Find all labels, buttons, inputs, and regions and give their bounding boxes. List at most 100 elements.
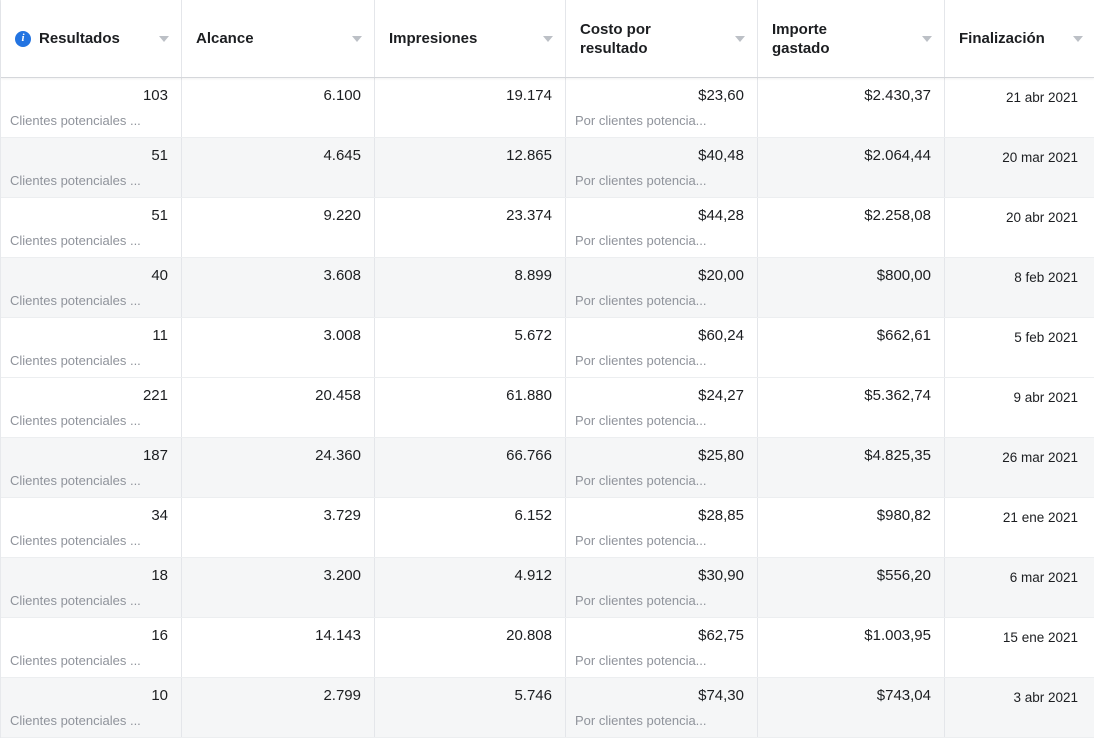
reach-value: 3.200: [323, 567, 361, 584]
cell-results: 51 Clientes potenciales ...: [1, 138, 182, 197]
table-row: 51 Clientes potenciales ... 9.220 23.374 $44…: [1, 198, 1094, 258]
cell-reach: 6.100: [182, 78, 375, 137]
column-header-label: Importe gastado: [772, 20, 830, 57]
cell-end_date: 21 ene 2021: [945, 498, 1094, 557]
column-header-amount_spent[interactable]: Importe gastado: [758, 0, 945, 77]
results-value: 34: [151, 507, 168, 524]
cell-end_date: 9 abr 2021: [945, 378, 1094, 437]
cell-impressions: 66.766: [375, 438, 566, 497]
cost_per_result-sublabel: Por clientes potencia...: [575, 173, 707, 188]
cell-cost_per_result: $74,30 Por clientes potencia...: [566, 678, 758, 737]
cell-impressions: 20.808: [375, 618, 566, 677]
cost_per_result-value: $40,48: [698, 147, 744, 164]
cell-reach: 3.008: [182, 318, 375, 377]
cell-impressions: 61.880: [375, 378, 566, 437]
cell-cost_per_result: $25,80 Por clientes potencia...: [566, 438, 758, 497]
cell-end_date: 6 mar 2021: [945, 558, 1094, 617]
end_date-value: 20 abr 2021: [1005, 210, 1078, 225]
column-header-impressions[interactable]: Impresiones: [375, 0, 566, 77]
reach-value: 6.100: [323, 87, 361, 104]
cell-impressions: 8.899: [375, 258, 566, 317]
cell-amount_spent: $2.064,44: [758, 138, 945, 197]
results-sublabel: Clientes potenciales ...: [10, 653, 141, 668]
amount_spent-value: $556,20: [876, 567, 931, 584]
cost_per_result-value: $60,24: [698, 327, 744, 344]
end_date-value: 15 ene 2021: [1002, 630, 1078, 645]
cell-amount_spent: $743,04: [758, 678, 945, 737]
cell-end_date: 26 mar 2021: [945, 438, 1094, 497]
column-header-end_date[interactable]: Finalización: [945, 0, 1094, 77]
info-icon[interactable]: i: [15, 30, 31, 47]
cell-impressions: 12.865: [375, 138, 566, 197]
table-row: 18 Clientes potenciales ... 3.200 4.912 $30,…: [1, 558, 1094, 618]
reach-value: 9.220: [323, 207, 361, 224]
results-sublabel: Clientes potenciales ...: [10, 533, 141, 548]
results-value: 51: [151, 207, 168, 224]
chevron-down-icon[interactable]: [352, 35, 362, 42]
column-header-label-wrap: Alcance: [196, 29, 254, 48]
cell-cost_per_result: $30,90 Por clientes potencia...: [566, 558, 758, 617]
results-value: 16: [151, 627, 168, 644]
reach-value: 3.008: [323, 327, 361, 344]
end_date-value: 5 feb 2021: [1014, 330, 1078, 345]
cost_per_result-value: $44,28: [698, 207, 744, 224]
reach-value: 20.458: [315, 387, 361, 404]
results-value: 103: [142, 87, 168, 104]
impressions-value: 5.746: [514, 687, 552, 704]
cost_per_result-sublabel: Por clientes potencia...: [575, 413, 707, 428]
results-sublabel: Clientes potenciales ...: [10, 113, 141, 128]
chevron-down-icon[interactable]: [922, 35, 932, 42]
cell-end_date: 20 abr 2021: [945, 198, 1094, 257]
results-value: 221: [142, 387, 168, 404]
amount_spent-value: $1.003,95: [864, 627, 931, 644]
column-header-label: Impresiones: [389, 30, 478, 47]
cell-cost_per_result: $40,48 Por clientes potencia...: [566, 138, 758, 197]
impressions-value: 66.766: [506, 447, 552, 464]
table-row: 10 Clientes potenciales ... 2.799 5.746 $74,…: [1, 678, 1094, 738]
cell-end_date: 21 abr 2021: [945, 78, 1094, 137]
cell-amount_spent: $556,20: [758, 558, 945, 617]
table-row: 16 Clientes potenciales ... 14.143 20.808 $6…: [1, 618, 1094, 678]
cell-amount_spent: $800,00: [758, 258, 945, 317]
results-sublabel: Clientes potenciales ...: [10, 353, 141, 368]
amount_spent-value: $2.430,37: [864, 87, 931, 104]
column-header-label-wrap: Impresiones: [389, 29, 477, 48]
chevron-down-icon[interactable]: [735, 35, 745, 42]
table-row: 187 Clientes potenciales ... 24.360 66.766 $…: [1, 438, 1094, 498]
cell-reach: 24.360: [182, 438, 375, 497]
amount_spent-value: $662,61: [876, 327, 931, 344]
impressions-value: 8.899: [514, 267, 552, 284]
end_date-value: 6 mar 2021: [1009, 570, 1078, 585]
column-header-reach[interactable]: Alcance: [182, 0, 375, 77]
cell-end_date: 20 mar 2021: [945, 138, 1094, 197]
impressions-value: 5.672: [514, 327, 552, 344]
reach-value: 24.360: [315, 447, 361, 464]
table-row: 34 Clientes potenciales ... 3.729 6.152 $28,…: [1, 498, 1094, 558]
reach-value: 14.143: [315, 627, 361, 644]
column-header-results[interactable]: i Resultados: [1, 0, 182, 77]
column-header-cost_per_result[interactable]: Costo por resultado: [566, 0, 758, 77]
cost_per_result-sublabel: Por clientes potencia...: [575, 653, 707, 668]
end_date-value: 8 feb 2021: [1014, 270, 1078, 285]
results-value: 51: [151, 147, 168, 164]
cost_per_result-sublabel: Por clientes potencia...: [575, 713, 707, 728]
column-header-label: Finalización: [959, 30, 1045, 47]
column-header-label: Resultados: [39, 30, 120, 47]
cell-amount_spent: $2.258,08: [758, 198, 945, 257]
cell-impressions: 23.374: [375, 198, 566, 257]
amount_spent-value: $5.362,74: [864, 387, 931, 404]
cell-cost_per_result: $23,60 Por clientes potencia...: [566, 78, 758, 137]
table-row: 40 Clientes potenciales ... 3.608 8.899 $20,…: [1, 258, 1094, 318]
column-header-label-wrap: i Resultados: [15, 29, 120, 48]
cell-reach: 14.143: [182, 618, 375, 677]
results-value: 18: [151, 567, 168, 584]
chevron-down-icon[interactable]: [1073, 35, 1083, 42]
end_date-value: 20 mar 2021: [1002, 150, 1078, 165]
chevron-down-icon[interactable]: [543, 35, 553, 42]
chevron-down-icon[interactable]: [159, 35, 169, 42]
cell-reach: 9.220: [182, 198, 375, 257]
impressions-value: 61.880: [506, 387, 552, 404]
end_date-value: 3 abr 2021: [1013, 690, 1078, 705]
cell-reach: 3.200: [182, 558, 375, 617]
cell-reach: 4.645: [182, 138, 375, 197]
